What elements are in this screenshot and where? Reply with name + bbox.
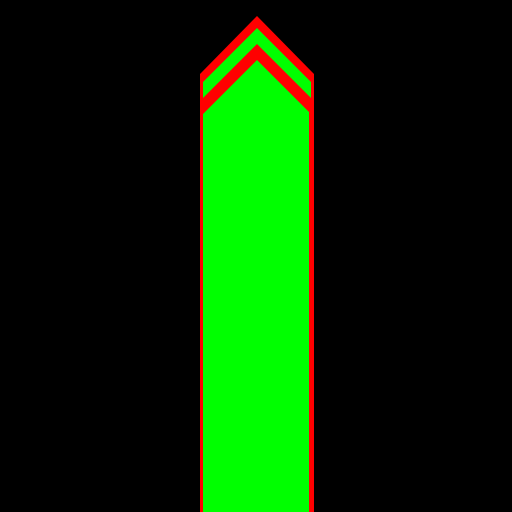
- arrow-left-edge: [200, 100, 203, 512]
- arrow-right-edge: [309, 100, 313, 512]
- arrow-body: [203, 28, 311, 512]
